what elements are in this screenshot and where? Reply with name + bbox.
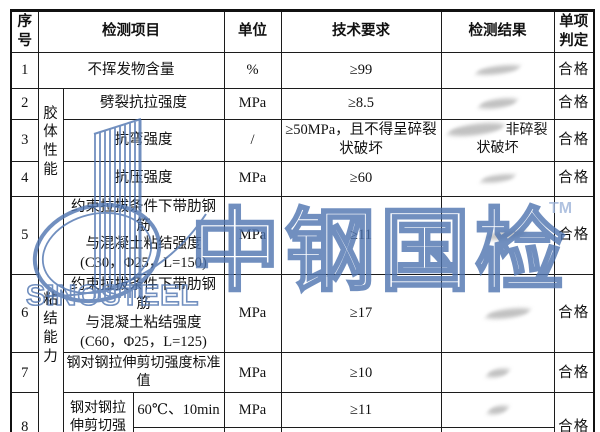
unit-cell: MPa [223, 352, 282, 394]
redacted-result [476, 96, 519, 111]
requirement-cell: ≥99 [280, 51, 442, 89]
unit-cell: % [223, 51, 282, 89]
header-unit: 单位 [223, 10, 282, 53]
redacted-result [445, 121, 506, 139]
row-no: 4 [10, 160, 39, 197]
item-cell: 钢对钢拉伸剪切强度标准 值 [62, 352, 225, 394]
header-row: 序号 检测项目 单位 技术要求 检测结果 单项 判定 [10, 10, 595, 53]
judgement-cell: 合格 [553, 160, 595, 197]
judgement-cell: 合格 [553, 274, 595, 354]
item-cell: 抗弯强度 [62, 118, 225, 162]
judgement-cell: 合格 [553, 51, 595, 89]
item-cell: 约束拉拔条件下带肋钢筋 与混凝土粘结强度 (C60，Φ25，L=125) [62, 274, 225, 354]
requirement-cell: ≥11 [280, 392, 442, 429]
table-row: 5 粘 结 能 力 约束拉拔条件下带肋钢筋 与混凝土粘结强度 (C30，Φ25，… [10, 195, 595, 432]
header-item: 检测项目 [37, 10, 225, 53]
unit-cell: MPa [223, 87, 282, 120]
unit-cell: MPa [223, 392, 282, 429]
requirement-cell: ≥12 [280, 427, 442, 432]
requirement-cell: ≥11 [280, 195, 442, 276]
row-no: 5 [10, 195, 39, 276]
result-cell: 非碎裂状破坏 [440, 118, 555, 162]
item-cell: 劈裂抗拉强度 [62, 87, 225, 120]
unit-cell: / [223, 118, 282, 162]
judgement-cell: 合格 [553, 195, 595, 276]
table-row: 2 胶 体 性 能 劈裂抗拉强度 MPa ≥8.5 合格 [10, 87, 595, 197]
item-cell: 钢对钢拉 伸剪切强 度平均值 [62, 392, 134, 432]
redacted-result [483, 229, 528, 242]
row-no: 6 [10, 274, 39, 354]
result-cell [440, 51, 555, 89]
row-no: 3 [10, 118, 39, 162]
redacted-result [485, 405, 510, 416]
table-row: -45℃、30min MPa ≥12 [11, 427, 594, 432]
requirement-cell: ≥17 [280, 274, 442, 354]
result-cell [440, 427, 555, 432]
item-cell: 抗压强度 [62, 160, 225, 197]
table-row: 4 抗压强度 MPa ≥60 合格 [10, 160, 595, 197]
result-cell [440, 274, 555, 354]
item-cell: 约束拉拔条件下带肋钢筋 与混凝土粘结强度 (C30，Φ25，L=150) [62, 195, 225, 276]
group-label-bonding: 粘 结 能 力 [37, 195, 64, 432]
judgement-cell: 合格 [553, 392, 595, 432]
condition-cell: 60℃、10min [132, 392, 225, 429]
group-label-colloid: 胶 体 性 能 [37, 87, 64, 197]
unit-cell: MPa [223, 274, 282, 354]
table-row: 1 不挥发物含量 % ≥99 合格 [10, 51, 595, 89]
header-no: 序号 [10, 10, 39, 53]
requirement-cell: ≥60 [280, 160, 442, 197]
result-cell [440, 352, 555, 394]
redacted-result [473, 63, 522, 77]
row-no: 2 [10, 87, 39, 120]
row-no: 7 [10, 352, 39, 394]
requirement-cell: ≥8.5 [280, 87, 442, 120]
unit-cell: MPa [223, 160, 282, 197]
judgement-cell: 合格 [553, 118, 595, 162]
requirement-cell: ≥10 [280, 352, 442, 394]
row-no: 1 [10, 51, 39, 89]
table-row: 6 约束拉拔条件下带肋钢筋 与混凝土粘结强度 (C60，Φ25，L=125) M… [10, 274, 595, 354]
table-row: 7 钢对钢拉伸剪切强度标准 值 MPa ≥10 合格 [10, 352, 595, 394]
unit-cell: MPa [223, 195, 282, 276]
judgement-cell: 合格 [553, 352, 595, 394]
redacted-result [484, 367, 511, 379]
result-cell [440, 392, 555, 429]
result-cell [440, 87, 555, 120]
item-cell: 不挥发物含量 [37, 51, 225, 89]
table-row: 8 钢对钢拉 伸剪切强 度平均值 60℃、10min MPa ≥11 合格 [10, 392, 595, 432]
result-text: 非碎裂状破坏 [476, 123, 548, 157]
unit-cell: MPa [223, 427, 282, 432]
redacted-result [478, 173, 517, 185]
header-judgement: 单项 判定 [553, 10, 595, 53]
result-cell [440, 195, 555, 276]
redacted-result [483, 306, 532, 321]
table-row: 3 抗弯强度 / ≥50MPa，且不得呈碎裂 状破坏 非碎裂状破坏 合格 [10, 118, 595, 162]
header-requirement: 技术要求 [280, 10, 442, 53]
result-cell [440, 160, 555, 197]
row-no: 8 [10, 392, 39, 432]
judgement-cell: 合格 [553, 87, 595, 120]
requirement-cell: ≥50MPa，且不得呈碎裂 状破坏 [280, 118, 442, 162]
test-report-table: 序号 检测项目 单位 技术要求 检测结果 单项 判定 1 不挥发物含量 % ≥9… [10, 9, 595, 432]
header-result: 检测结果 [440, 10, 555, 53]
condition-cell: -45℃、30min [132, 427, 225, 432]
